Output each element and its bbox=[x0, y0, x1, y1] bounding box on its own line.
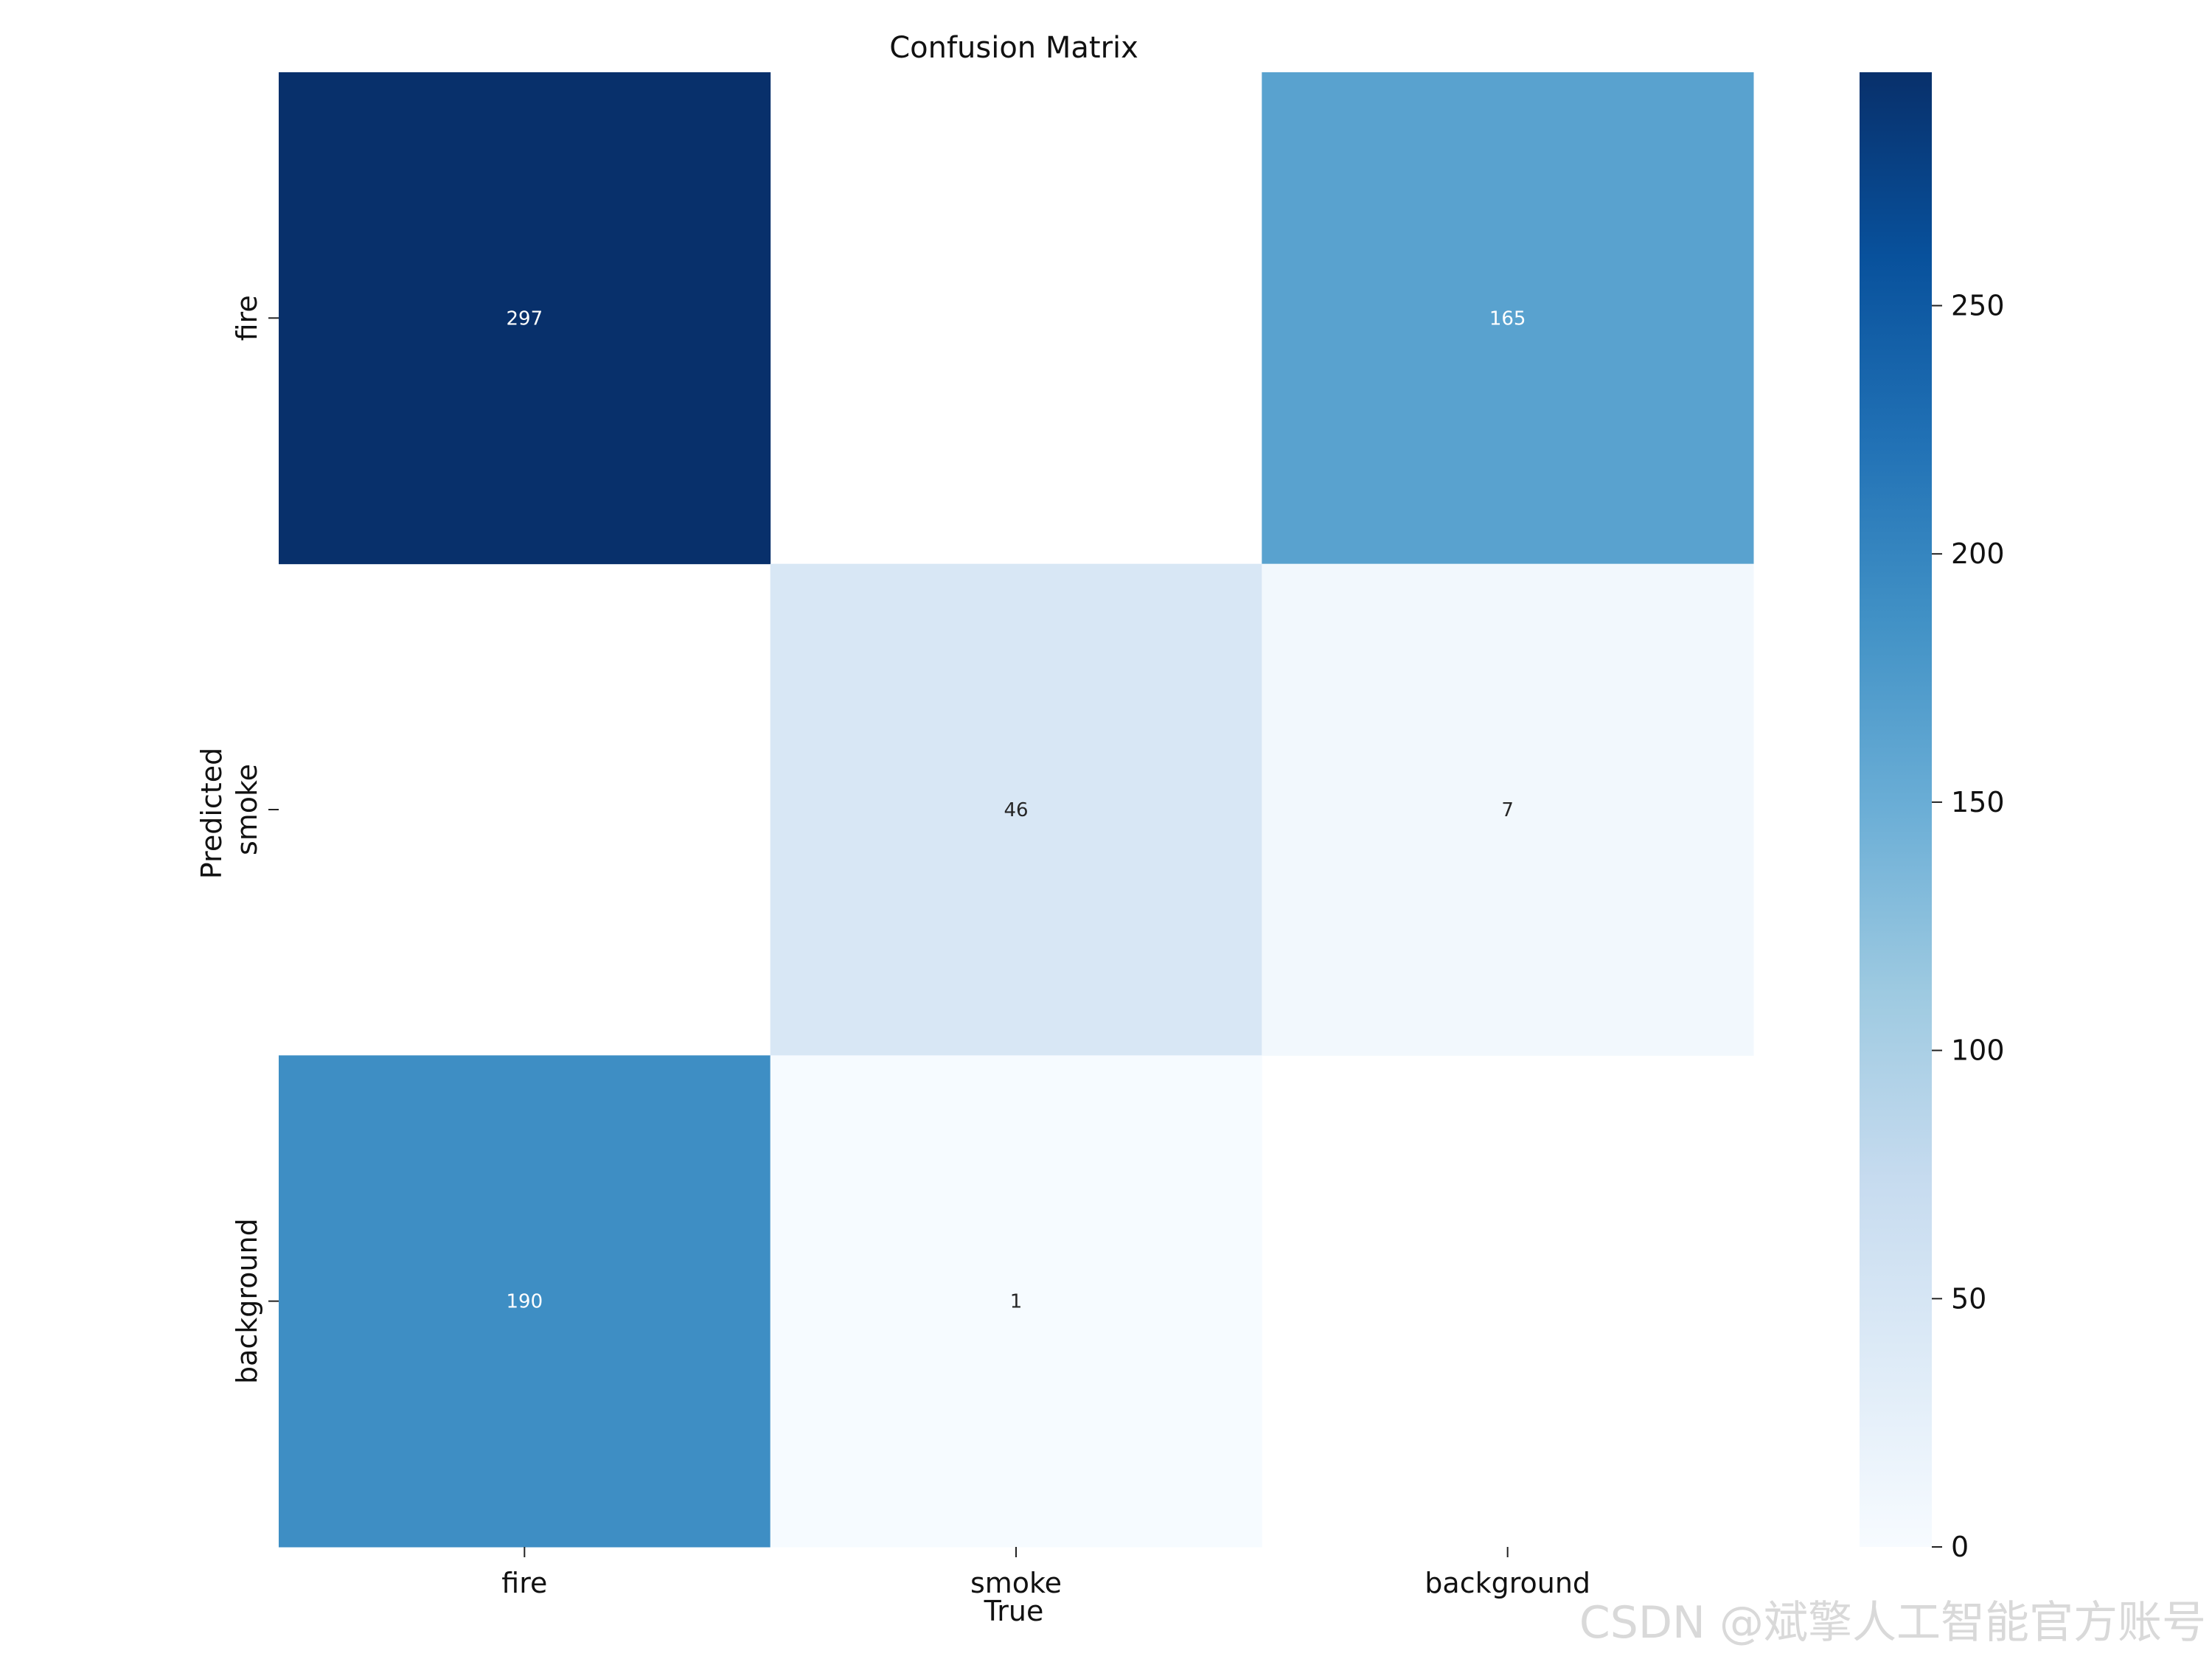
y-axis: fire smoke background bbox=[231, 295, 279, 1384]
cell-value-label: 46 bbox=[1004, 799, 1028, 821]
colorbar-tick-label: 150 bbox=[1951, 786, 2005, 818]
y-tick-label: smoke bbox=[231, 764, 263, 855]
colorbar-tick-label: 100 bbox=[1951, 1034, 2005, 1067]
watermark-text: CSDN @斌擎人工智能官方账号 bbox=[1579, 1597, 2206, 1649]
heatmap-cells bbox=[279, 72, 1754, 1548]
x-axis-label: True bbox=[984, 1595, 1044, 1627]
cell-value-label: 190 bbox=[507, 1291, 543, 1313]
cell-value-label: 297 bbox=[507, 307, 543, 330]
colorbar-tick-label: 50 bbox=[1951, 1282, 1986, 1315]
heatmap-cell bbox=[770, 1055, 1262, 1548]
heatmap-cell bbox=[279, 72, 771, 565]
heatmap-cell bbox=[279, 1055, 771, 1548]
heatmap-cell bbox=[1262, 563, 1754, 1056]
x-tick-label: smoke bbox=[970, 1567, 1062, 1599]
y-tick-label: background bbox=[231, 1218, 263, 1384]
x-axis: fire smoke background bbox=[501, 1547, 1590, 1599]
colorbar-tick-label: 200 bbox=[1951, 538, 2005, 570]
heatmap-cell-labels: 297 165 46 7 190 1 bbox=[507, 307, 1526, 1312]
y-axis-label: Predicted bbox=[195, 748, 228, 879]
colorbar bbox=[1860, 72, 1932, 1547]
colorbar-tick-label: 250 bbox=[1951, 289, 2005, 321]
heatmap-cell bbox=[770, 563, 1262, 1056]
x-tick-label: background bbox=[1425, 1567, 1590, 1599]
cell-value-label: 165 bbox=[1489, 307, 1526, 330]
cell-value-label: 7 bbox=[1501, 799, 1514, 821]
chart-title: Confusion Matrix bbox=[889, 31, 1138, 65]
colorbar-ticks: 0 50 100 150 200 250 bbox=[1932, 289, 2005, 1563]
cell-value-label: 1 bbox=[1010, 1291, 1023, 1313]
y-tick-label: fire bbox=[231, 295, 263, 341]
heatmap-cell bbox=[1262, 72, 1754, 565]
x-tick-label: fire bbox=[501, 1567, 547, 1599]
colorbar-tick-label: 0 bbox=[1951, 1531, 1969, 1563]
